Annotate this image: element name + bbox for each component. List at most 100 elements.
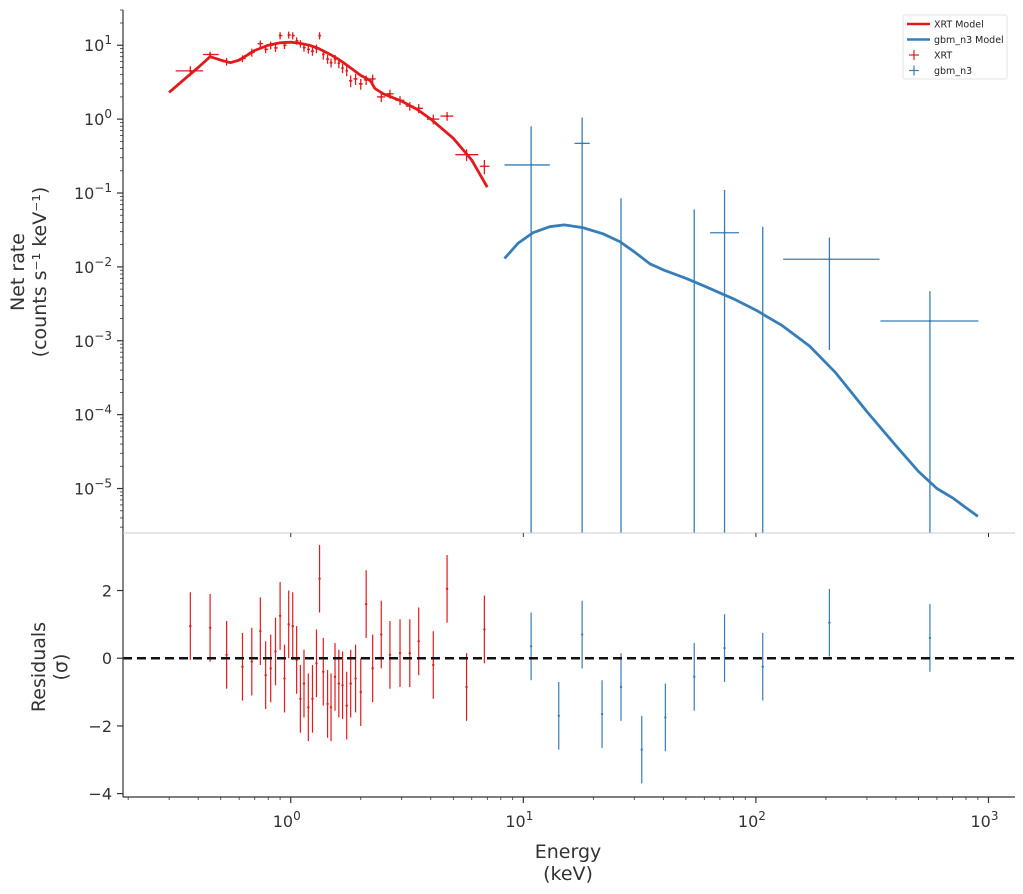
top-y-tick-label: 10−2 <box>74 255 112 277</box>
xrt-residual-point <box>250 660 253 663</box>
xrt-point <box>388 92 392 96</box>
bottom-y-tick-label: 0 <box>102 649 112 668</box>
xrt-residual-point <box>311 697 314 701</box>
xrt-residual-point <box>318 577 321 580</box>
gbm-n3-residual-point <box>557 714 560 717</box>
xrt-residual-point <box>291 624 294 628</box>
gbm-n3-residual-point <box>619 685 623 689</box>
xrt-residual-point <box>380 633 383 636</box>
xrt-point <box>341 66 344 70</box>
bottom-y-tick-label: −4 <box>88 785 112 804</box>
xrt-residual-point <box>371 667 374 670</box>
legend: XRT Model gbm_n3 Model XRT gbm_n3 <box>902 14 1008 80</box>
xrt-residual-point <box>269 667 272 670</box>
xrt-point <box>307 48 310 51</box>
gbm-n3-residual-point <box>580 633 584 636</box>
gbm-n3-residual-point <box>928 636 932 640</box>
top-y-tick-label: 10−1 <box>74 181 112 203</box>
gbm-n3-point <box>529 163 533 167</box>
gbm-n3-residual-point <box>693 675 696 679</box>
top-y-tick-label: 10−5 <box>74 477 112 499</box>
xrt-residual-point <box>329 706 333 709</box>
xrt-point <box>274 46 277 50</box>
xrt-residual-point <box>287 623 290 626</box>
xrt-residual-point <box>445 587 449 591</box>
xrt-residual-point <box>333 675 337 679</box>
xrt-residual-point <box>189 624 192 628</box>
xrt-residual-point <box>354 677 357 680</box>
x-axis-title: Energy <box>535 841 602 863</box>
xrt-residual-point <box>315 662 318 665</box>
xrt-residual-point <box>337 682 341 685</box>
xrt-residual-point <box>225 653 228 657</box>
xrt-residual-point <box>326 702 329 706</box>
xrt-residual-point <box>359 690 362 694</box>
legend-label-xrt-model: XRT Model <box>934 20 984 31</box>
xrt-point <box>326 57 329 61</box>
gbm-n3-residual-point <box>664 716 667 719</box>
gbm-n3-residual-point <box>761 665 764 668</box>
bottom-y-axis-title-unit: (σ) <box>50 654 72 681</box>
bottom-y-tick-label: −2 <box>88 717 112 736</box>
x-tick-label: 101 <box>505 809 533 831</box>
legend-label-gbm-n3-model: gbm_n3 Model <box>934 35 1004 46</box>
xrt-residual-point <box>341 684 344 687</box>
xrt-point <box>349 79 352 83</box>
gbm-n3-residual-point <box>723 646 726 650</box>
xrt-residual-point <box>264 673 267 677</box>
xrt-point <box>264 48 267 51</box>
xrt-model-line <box>168 40 489 188</box>
gbm-n3-residual-point <box>529 645 533 648</box>
xrt-point <box>432 117 435 121</box>
x-axis: 100 101 102 103 <box>127 533 998 831</box>
xrt-point <box>259 42 262 45</box>
xrt-point <box>483 165 486 168</box>
xrt-point <box>333 57 337 61</box>
top-y-axis-title: Net rate <box>7 233 29 311</box>
xrt-residual-point <box>388 653 392 657</box>
xrt-residual-point <box>278 614 282 618</box>
xrt-residual-point <box>417 640 420 643</box>
xrt-point <box>225 60 228 63</box>
xrt-point <box>329 61 333 64</box>
bottom-y-tick-label: 2 <box>102 582 112 601</box>
xrt-point <box>315 47 318 50</box>
top-y-tick-label: 10−4 <box>74 403 112 425</box>
x-tick-label: 103 <box>970 809 998 831</box>
xrt-point <box>359 82 362 86</box>
residuals-panel <box>123 544 1015 784</box>
xrt-point <box>278 34 282 37</box>
gbm-n3-point <box>928 319 932 323</box>
xrt-residual-point <box>307 706 310 709</box>
xrt-residual-point <box>302 682 306 685</box>
xrt-point <box>311 50 314 53</box>
gbm-n3-residual-point <box>600 712 604 716</box>
xrt-point <box>371 77 374 81</box>
top-y-axis-title-unit: (counts s⁻¹ keV⁻¹) <box>29 187 51 358</box>
xrt-residual-point <box>241 665 244 668</box>
xrt-point <box>354 77 357 81</box>
xrt-point <box>250 51 253 54</box>
xrt-residual-point <box>398 651 402 655</box>
xrt-residual-point <box>349 682 352 685</box>
x-tick-label: 102 <box>738 809 766 831</box>
x-tick-label: 100 <box>273 809 301 831</box>
top-y-tick-label: 100 <box>84 107 112 129</box>
xrt-point <box>380 95 383 99</box>
xrt-point <box>291 34 294 37</box>
gbm-n3-point <box>828 258 831 261</box>
xrt-point <box>417 107 420 110</box>
x-axis-title-unit: (keV) <box>543 863 593 885</box>
xrt-residual-point <box>465 685 468 689</box>
xrt-point <box>208 53 212 56</box>
xrt-residual-point <box>283 677 286 680</box>
axes-frame: 101 100 10−1 10−2 10−3 10−4 10−5 2 0 −2 −4 <box>74 9 1015 804</box>
xrt-point <box>318 34 321 37</box>
gbm-n3-residual-point <box>828 621 831 624</box>
xrt-residual-point <box>408 651 412 655</box>
xrt-point <box>345 69 348 73</box>
xrt-residual-point <box>345 704 348 707</box>
xrt-point <box>241 57 244 60</box>
xrt-residual-point <box>299 697 302 701</box>
xrt-residual-point <box>364 602 368 606</box>
